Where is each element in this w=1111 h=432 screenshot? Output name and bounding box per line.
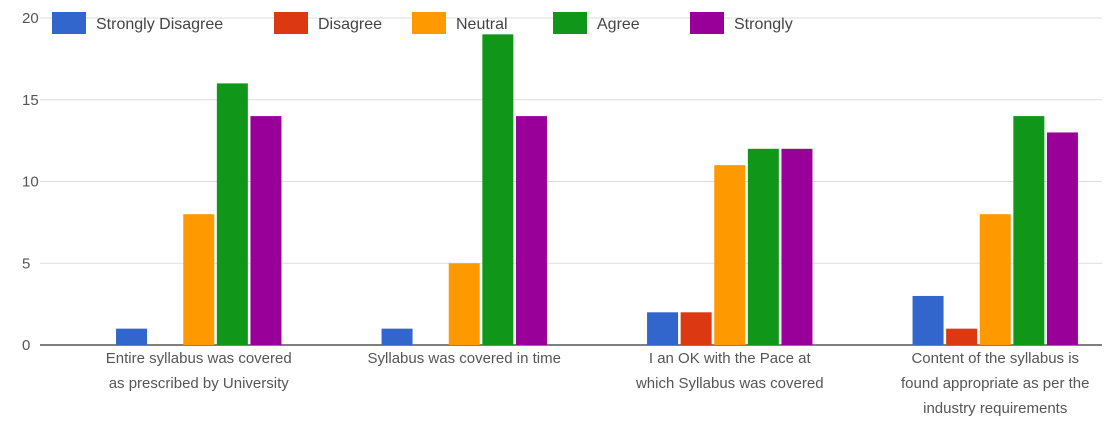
category-label-line: as prescribed by University — [109, 375, 290, 392]
legend-item[interactable]: Agree — [553, 12, 640, 34]
bar-neutral — [979, 214, 1011, 345]
bar-strongly-disagree — [647, 312, 679, 345]
legend-swatch — [690, 12, 724, 34]
category-label-line: industry requirements — [923, 400, 1067, 417]
x-axis-categories: Entire syllabus was covered as prescribed… — [106, 350, 1090, 417]
bar-strongly — [515, 116, 547, 345]
legend-label: Neutral — [456, 16, 508, 33]
legend-label: Strongly Disagree — [96, 16, 223, 33]
legend-swatch — [412, 12, 446, 34]
bar-agree — [1013, 116, 1045, 345]
legend-item[interactable]: Strongly — [690, 12, 793, 34]
bar-agree — [216, 83, 248, 346]
bar-strongly — [1046, 132, 1078, 345]
bar-disagree — [946, 328, 978, 345]
category-label-line: I an OK with the Pace at — [649, 350, 812, 367]
category-label: I an OK with the Pace at which Syllabus w… — [635, 350, 824, 392]
legend-item[interactable]: Neutral — [412, 12, 508, 34]
y-tick-label: 5 — [22, 255, 30, 272]
category-label-line: found appropriate as per the — [901, 375, 1089, 392]
y-tick-label: 0 — [22, 337, 30, 354]
bar-disagree — [680, 312, 712, 345]
legend-swatch — [52, 12, 86, 34]
category-label-line: which Syllabus was covered — [635, 375, 824, 392]
bar-strongly-disagree — [381, 328, 413, 345]
legend: Strongly Disagree Disagree Neutral Agree Str… — [52, 12, 793, 34]
bar-strongly-disagree — [116, 328, 148, 345]
y-tick-label: 15 — [22, 92, 39, 109]
y-tick-label: 20 — [22, 10, 39, 27]
bar-neutral — [448, 263, 480, 345]
legend-item[interactable]: Disagree — [274, 12, 382, 34]
bars — [116, 34, 1078, 346]
category-label-line: Entire syllabus was covered — [106, 350, 292, 367]
bar-strongly — [781, 148, 813, 345]
bar-agree — [482, 34, 514, 345]
bar-strongly — [250, 116, 282, 345]
legend-item[interactable]: Strongly Disagree — [52, 12, 223, 34]
legend-label: Disagree — [318, 16, 382, 33]
category-label: Entire syllabus was covered as prescribed… — [106, 350, 292, 392]
category-label: Content of the syllabus is found appropri… — [901, 350, 1089, 417]
legend-label: Strongly — [734, 16, 793, 33]
bar-agree — [747, 148, 779, 345]
category-label: Syllabus was covered in time — [368, 350, 561, 367]
y-axis-ticks: 0 5 10 15 20 — [22, 10, 39, 354]
bar-neutral — [714, 165, 746, 345]
category-label-line: Content of the syllabus is — [911, 350, 1079, 367]
bar-neutral — [183, 214, 215, 345]
y-tick-label: 10 — [22, 174, 39, 191]
legend-swatch — [274, 12, 308, 34]
legend-label: Agree — [597, 16, 640, 33]
legend-swatch — [553, 12, 587, 34]
bar-strongly-disagree — [912, 295, 944, 345]
category-label-line: Syllabus was covered in time — [368, 350, 561, 367]
